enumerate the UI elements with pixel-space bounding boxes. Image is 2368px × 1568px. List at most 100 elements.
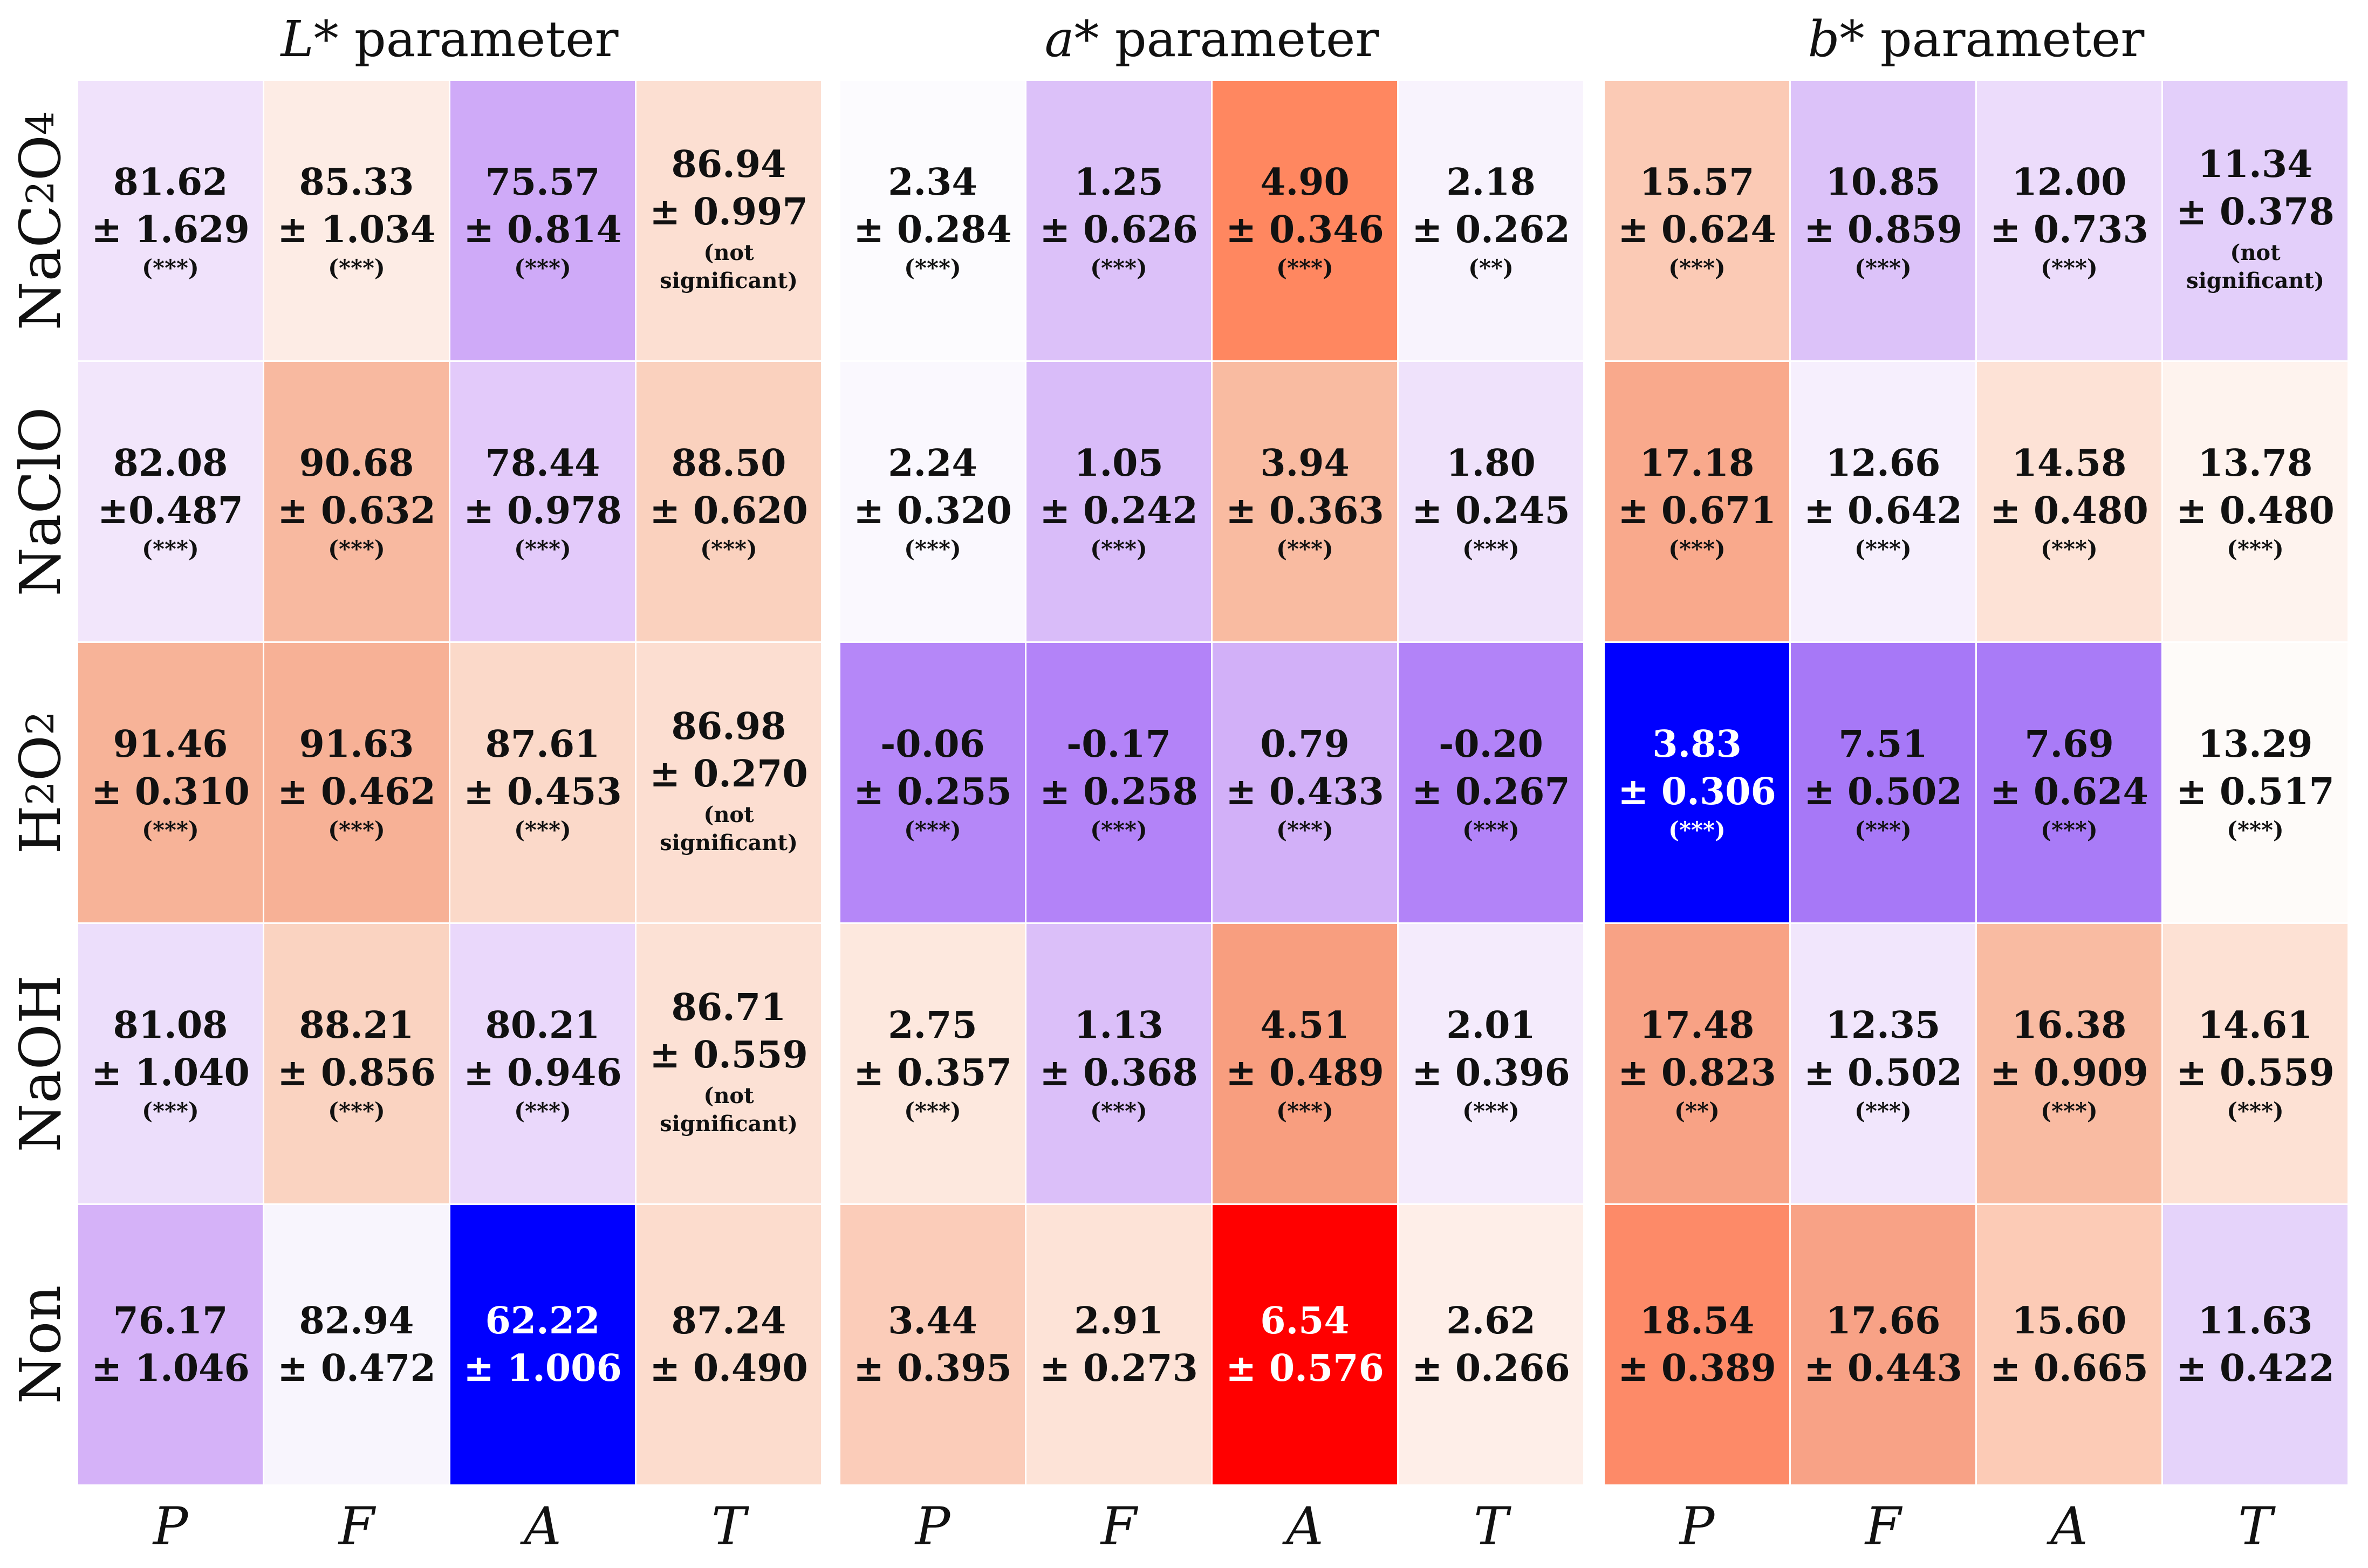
heatmap-cell: 2.24 ± 0.320 (***) (840, 362, 1025, 641)
cell-significance: (***) (1090, 255, 1147, 281)
cell-significance: (not significant) (660, 802, 798, 855)
cell-sd: ± 0.978 (463, 489, 622, 532)
heatmap-cell: 7.69 ± 0.624 (***) (1977, 643, 2161, 922)
cell-significance: (***) (514, 817, 571, 843)
cell-value: 4.90 (1260, 161, 1350, 204)
heatmap-cell: 91.63 ± 0.462 (***) (264, 643, 449, 922)
heatmap-cell: -0.06 ± 0.255 (***) (840, 643, 1025, 922)
column-label-P: P (153, 1496, 188, 1557)
cell-value: 91.63 (299, 723, 414, 766)
cell-significance: (***) (1090, 536, 1147, 562)
heatmap-cell: 2.91 ± 0.273 (1026, 1205, 1211, 1484)
cell-significance: (***) (328, 1098, 385, 1124)
cell-value: 1.80 (1446, 442, 1536, 485)
column-label-A: A (2050, 1496, 2088, 1557)
cell-value: 86.71 (671, 986, 786, 1029)
heatmap-cell: 81.62 ± 1.629 (***) (78, 81, 263, 360)
cell-sd: ± 0.284 (853, 208, 1012, 251)
heatmap-cell: 90.68 ± 0.632 (***) (264, 362, 449, 641)
cell-value: -0.20 (1439, 723, 1543, 766)
cell-significance: (***) (514, 255, 571, 281)
cell-sd: ± 0.266 (1412, 1347, 1570, 1390)
heatmap-cell: 75.57 ± 0.814 (***) (450, 81, 635, 360)
cell-sd: ± 0.443 (1804, 1347, 1962, 1390)
cell-significance: (***) (1668, 255, 1726, 281)
heatmap-cell: 15.57 ± 0.624 (***) (1605, 81, 1789, 360)
cell-sd: ± 0.626 (1039, 208, 1198, 251)
cell-sd: ± 0.624 (1618, 208, 1776, 251)
panel-title-variable: L* (280, 10, 339, 68)
row-label: NaC 2 O 4 (8, 111, 73, 331)
cell-sd: ± 0.472 (277, 1347, 436, 1390)
heatmap-cell: 3.94 ± 0.363 (***) (1213, 362, 1397, 641)
heatmap-cell: 81.08 ± 1.040 (***) (78, 924, 263, 1203)
cell-value: 0.79 (1260, 723, 1350, 766)
cell-sd: ± 0.453 (463, 770, 622, 813)
panel-title-text: parameter (1099, 10, 1379, 68)
cell-value: 17.66 (1825, 1299, 1941, 1343)
heatmap-cell: 11.34 ± 0.378 (not significant) (2163, 81, 2348, 360)
heatmap-cell: 4.90 ± 0.346 (***) (1213, 81, 1397, 360)
heatmap-cell: 82.08 ±0.487 (***) (78, 362, 263, 641)
cell-value: 16.38 (2011, 1004, 2127, 1047)
column-label-A: A (524, 1496, 562, 1557)
cell-sd: ± 0.502 (1804, 770, 1962, 813)
cell-sd: ± 0.559 (649, 1033, 808, 1077)
heatmap-cell: 86.71 ± 0.559 (not significant) (637, 924, 821, 1203)
cell-significance: (***) (904, 255, 961, 281)
heatmap-cell: 1.25 ± 0.626 (***) (1026, 81, 1211, 360)
cell-sd: ± 0.624 (1990, 770, 2148, 813)
heatmap-cell: 76.17 ± 1.046 (78, 1205, 263, 1484)
cell-value: 11.63 (2198, 1299, 2313, 1343)
cell-sd: ± 0.462 (277, 770, 436, 813)
cell-sd: ± 0.859 (1804, 208, 1962, 251)
heatmap-cell: 2.18 ± 0.262 (**) (1399, 81, 1583, 360)
cell-significance: (***) (514, 1098, 571, 1124)
heatmap-cell: 86.98 ± 0.270 (not significant) (637, 643, 821, 922)
cell-significance: (***) (1462, 1098, 1520, 1124)
cell-sd: ± 0.378 (2176, 190, 2335, 234)
cell-sd: ± 0.946 (463, 1051, 622, 1094)
cell-value: 14.58 (2011, 442, 2127, 485)
cell-value: 2.24 (888, 442, 977, 485)
heatmap-cell: 17.18 ± 0.671 (***) (1605, 362, 1789, 641)
cell-value: 15.57 (1639, 161, 1755, 204)
cell-sd: ± 0.480 (1990, 489, 2148, 532)
cell-value: 3.94 (1260, 442, 1350, 485)
cell-significance: (***) (2041, 1098, 2098, 1124)
cell-sd: ± 1.034 (277, 208, 436, 251)
heatmap-cell: 78.44 ± 0.978 (***) (450, 362, 635, 641)
cell-value: -0.06 (880, 723, 985, 766)
cell-value: 14.61 (2198, 1004, 2313, 1047)
cell-sd: ± 0.273 (1039, 1347, 1198, 1390)
cell-value: 11.34 (2198, 143, 2313, 186)
cell-significance: (***) (1090, 817, 1147, 843)
cell-sd: ± 0.576 (1226, 1347, 1384, 1390)
cell-significance: (***) (2227, 1098, 2284, 1124)
cell-sd: ± 0.517 (2176, 770, 2335, 813)
cell-significance: (***) (142, 817, 199, 843)
cell-value: 4.51 (1260, 1004, 1350, 1047)
row-label: Non (8, 1285, 73, 1405)
heatmap-cell: -0.17 ± 0.258 (***) (1026, 643, 1211, 922)
cell-significance: (***) (1462, 817, 1520, 843)
cell-significance: (***) (904, 817, 961, 843)
cell-sd: ± 0.262 (1412, 208, 1570, 251)
column-label-P: P (1679, 1496, 1715, 1557)
cell-significance: (***) (1276, 817, 1333, 843)
cell-value: 75.57 (485, 161, 600, 204)
panel-title-text: parameter (338, 10, 619, 68)
cell-value: 17.18 (1639, 442, 1755, 485)
cell-significance: (***) (142, 255, 199, 281)
heatmap-cell: 17.66 ± 0.443 (1791, 1205, 1975, 1484)
heatmap-cell: 7.51 ± 0.502 (***) (1791, 643, 1975, 922)
cell-value: 2.18 (1446, 161, 1536, 204)
cell-sd: ± 0.320 (853, 489, 1012, 532)
heatmap-cell: -0.20 ± 0.267 (***) (1399, 643, 1583, 922)
cell-sd: ± 0.389 (1618, 1347, 1776, 1390)
cell-value: 13.29 (2198, 723, 2313, 766)
heatmap-cell: 62.22 ± 1.006 (450, 1205, 635, 1484)
heatmap-cell: 3.83 ± 0.306 (***) (1605, 643, 1789, 922)
cell-sd: ± 0.310 (91, 770, 250, 813)
heatmap-cell: 16.38 ± 0.909 (***) (1977, 924, 2161, 1203)
